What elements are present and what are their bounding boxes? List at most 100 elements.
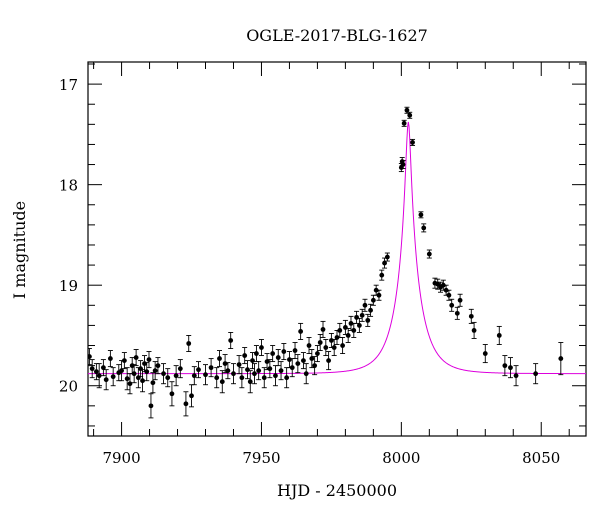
data-point (418, 211, 424, 219)
point-marker (471, 328, 477, 333)
data-point (359, 308, 365, 322)
point-marker (400, 162, 406, 167)
point-marker (161, 371, 166, 377)
data-point (173, 365, 179, 387)
data-point (326, 351, 332, 371)
point-marker (533, 371, 539, 377)
tick-labels: 7900 7950 8000 8050 17 18 19 20 (59, 76, 560, 467)
data-point (89, 359, 95, 379)
point-marker (331, 345, 337, 350)
data-point (270, 345, 276, 363)
data-point (443, 284, 449, 296)
point-marker (133, 355, 139, 360)
point-marker (100, 365, 106, 371)
data-point (446, 289, 452, 301)
data-point (314, 345, 320, 363)
point-marker (88, 354, 92, 359)
data-point (256, 361, 262, 381)
data-points (88, 106, 564, 419)
point-marker (239, 375, 245, 381)
data-point (196, 361, 202, 379)
point-marker (165, 375, 171, 381)
data-point (340, 337, 346, 355)
point-marker (326, 358, 332, 363)
point-marker (340, 343, 345, 348)
point-marker (245, 367, 250, 373)
data-point (247, 370, 253, 394)
point-marker (298, 329, 304, 334)
point-marker (189, 393, 194, 399)
point-marker (261, 375, 267, 381)
data-point (365, 313, 371, 327)
point-marker (292, 348, 298, 353)
point-marker (250, 358, 255, 363)
data-point (133, 349, 139, 367)
point-marker (351, 328, 357, 333)
data-point (286, 351, 292, 369)
data-point (155, 357, 161, 375)
x-tick-label: 8000 (382, 449, 420, 467)
data-point (146, 351, 152, 369)
data-point (407, 111, 413, 119)
point-marker (289, 365, 295, 371)
x-tick-label: 7900 (102, 449, 140, 467)
data-point (533, 363, 539, 385)
data-point (323, 339, 329, 357)
point-marker (259, 345, 264, 350)
point-marker (435, 281, 441, 287)
data-point (251, 363, 257, 385)
data-point (331, 339, 337, 357)
point-marker (348, 320, 354, 326)
data-point (384, 252, 390, 262)
data-point (362, 298, 368, 312)
data-point (144, 362, 150, 382)
point-marker (440, 282, 446, 288)
data-point (400, 160, 406, 170)
data-point (312, 356, 318, 376)
point-marker (362, 302, 368, 308)
data-point (272, 365, 278, 387)
point-marker (379, 272, 385, 278)
x-axis-label: HJD - 2450000 (277, 481, 397, 500)
point-marker (155, 363, 161, 369)
data-point (216, 350, 222, 368)
x-tick-label: 8050 (522, 449, 560, 467)
data-point (219, 370, 225, 394)
point-marker (496, 333, 502, 338)
point-marker (354, 314, 359, 320)
data-point (502, 355, 508, 377)
x-tick-label: 7950 (242, 449, 280, 467)
point-marker (142, 361, 147, 367)
data-point (373, 284, 379, 296)
point-marker (303, 371, 309, 377)
y-axis-label: I magnitude (10, 201, 29, 299)
data-point (261, 367, 267, 389)
point-marker (121, 358, 127, 363)
point-marker (275, 355, 281, 360)
data-point (96, 363, 102, 389)
data-point (208, 358, 214, 378)
data-point (401, 119, 407, 127)
data-point (303, 363, 309, 385)
data-point (278, 361, 284, 381)
point-marker (320, 327, 326, 332)
data-point (189, 384, 195, 408)
data-point (558, 342, 564, 376)
data-point (457, 293, 463, 307)
point-marker (312, 363, 318, 369)
data-point (225, 362, 231, 380)
point-marker (401, 120, 407, 126)
point-marker (191, 373, 197, 379)
data-point (496, 325, 502, 345)
data-point (275, 349, 281, 367)
point-marker (370, 297, 376, 303)
point-marker (457, 297, 463, 303)
point-marker (217, 356, 222, 361)
data-point (236, 355, 242, 375)
point-marker (146, 357, 152, 362)
point-marker (449, 302, 455, 308)
data-point (468, 308, 474, 324)
axis-ticks (88, 62, 586, 436)
point-marker (247, 379, 253, 385)
